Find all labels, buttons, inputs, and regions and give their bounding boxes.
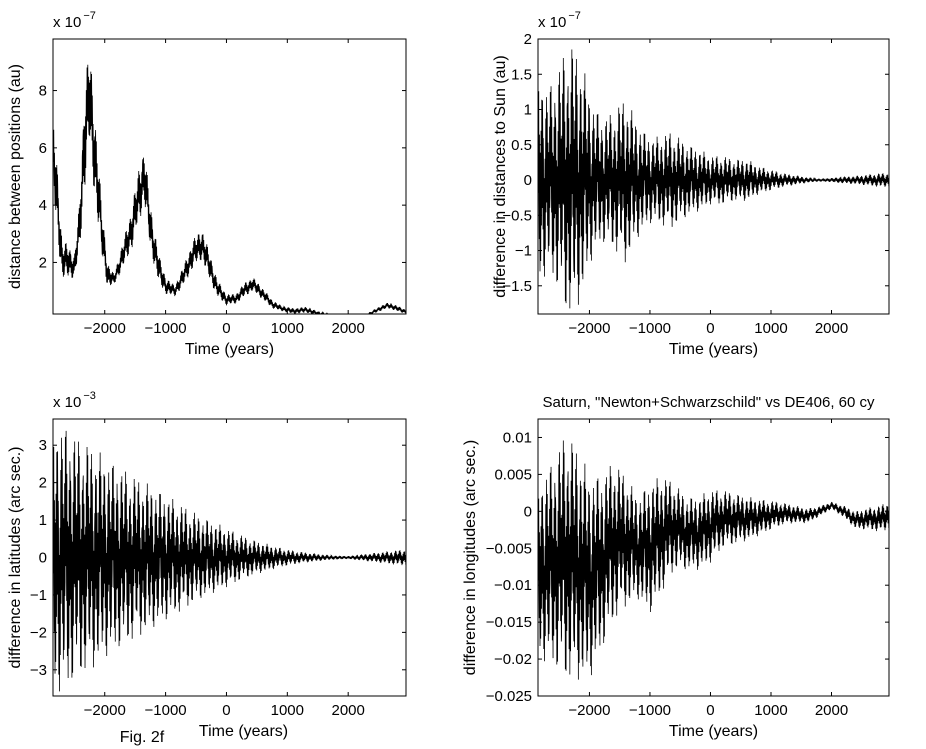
y-tick-label: −0.5 [502, 207, 532, 224]
y-axis-exponent-power: −7 [83, 10, 96, 22]
y-tick-label: 0 [524, 503, 532, 520]
plot-frame [537, 38, 890, 315]
y-tick-label: 6 [39, 140, 47, 157]
y-axis-exponent: x 10 −7 [53, 10, 96, 31]
y-axis-label: distance between positions (au) [7, 64, 24, 289]
x-tick-label: −2000 [568, 320, 610, 337]
y-tick-label: 2 [39, 475, 47, 492]
y-tick-label: 0 [39, 550, 47, 567]
chart-panel-2: −2000 −1000 0 1000 2000 −1.5 −1 −0.5 0 0.5 1 1.5 2 Ti… [492, 10, 890, 358]
y-tick-label: −0.005 [486, 540, 532, 557]
x-tick-label: −2000 [84, 320, 126, 337]
y-tick-label: 0.5 [511, 137, 532, 154]
figure-caption: Fig. 2f [120, 729, 165, 746]
y-axis-exponent-power: −7 [568, 10, 581, 22]
y-tick-label: −2 [30, 624, 47, 641]
plot-frame [52, 38, 407, 315]
x-tick-label: 0 [222, 320, 230, 337]
x-tick-label: −1000 [629, 320, 671, 337]
y-tick-label: 1 [524, 102, 532, 119]
data-series-line [53, 64, 406, 314]
y-tick-label: −1 [30, 587, 47, 604]
x-tick-label: −1000 [145, 702, 187, 719]
x-tick-label: 2000 [331, 702, 364, 719]
data-series-line [538, 49, 889, 309]
x-tick-label: 1000 [754, 702, 787, 719]
y-tick-label: 1 [39, 512, 47, 529]
y-tick-label: 0.005 [494, 466, 532, 483]
x-axis-label: Time (years) [669, 723, 758, 740]
x-tick-label: −1000 [145, 320, 187, 337]
y-axis-label: difference in longitudes (arc sec.) [462, 440, 479, 675]
y-axis-label: difference in distances to Sun (au) [492, 55, 509, 298]
chart-panel-4: −2000 −1000 0 1000 2000 −0.025 −0.02 −0.015 −0.0… [462, 394, 890, 740]
x-tick-label: 0 [222, 702, 230, 719]
x-tick-label: 1000 [271, 702, 304, 719]
x-tick-label: 0 [706, 320, 714, 337]
y-tick-label: 0 [524, 172, 532, 189]
y-tick-label: −0.02 [494, 651, 532, 668]
x-tick-label: −2000 [84, 702, 126, 719]
chart-panel-1: −2000 −1000 0 1000 2000 2 4 6 8 Time (years) dista… [7, 10, 407, 358]
chart-panel-3: −2000 −1000 0 1000 2000 −3 −2 −1 0 1 2 3 Time (years… [7, 390, 407, 740]
x-tick-label: −2000 [568, 702, 610, 719]
x-axis-label: Time (years) [185, 341, 274, 358]
y-tick-label: −0.01 [494, 577, 532, 594]
y-tick-label: 8 [39, 83, 47, 100]
y-tick-label: −1 [515, 243, 532, 260]
data-series-line [538, 440, 889, 680]
y-tick-label: 1.5 [511, 66, 532, 83]
y-tick-label: −1.5 [502, 278, 532, 295]
x-tick-label: 2000 [331, 320, 364, 337]
y-tick-label: 4 [39, 197, 47, 214]
y-axis-label: difference in latitudes (arc sec.) [7, 446, 24, 668]
y-tick-label: −0.015 [486, 614, 532, 631]
x-tick-label: 2000 [815, 702, 848, 719]
x-tick-label: −1000 [629, 702, 671, 719]
y-tick-label: 0.01 [503, 429, 532, 446]
y-tick-label: 3 [39, 437, 47, 454]
x-tick-label: 1000 [271, 320, 304, 337]
y-axis-exponent: x 10 −3 [53, 390, 96, 411]
y-axis-exponent-power: −3 [83, 390, 96, 402]
plot-frame [537, 418, 890, 697]
chart-title: Saturn, "Newton+Schwarzschild" vs DE406,… [542, 394, 875, 411]
x-axis-label: Time (years) [669, 341, 758, 358]
y-tick-label: −0.025 [486, 688, 532, 705]
y-tick-label: 2 [39, 254, 47, 271]
x-tick-label: 1000 [754, 320, 787, 337]
y-tick-label: −3 [30, 662, 47, 679]
y-axis-exponent: x 10 −7 [538, 10, 581, 31]
x-axis-label: Time (years) [199, 723, 288, 740]
y-tick-label: 2 [524, 31, 532, 48]
x-tick-label: 0 [706, 702, 714, 719]
data-series-line [53, 419, 406, 692]
x-tick-label: 2000 [815, 320, 848, 337]
